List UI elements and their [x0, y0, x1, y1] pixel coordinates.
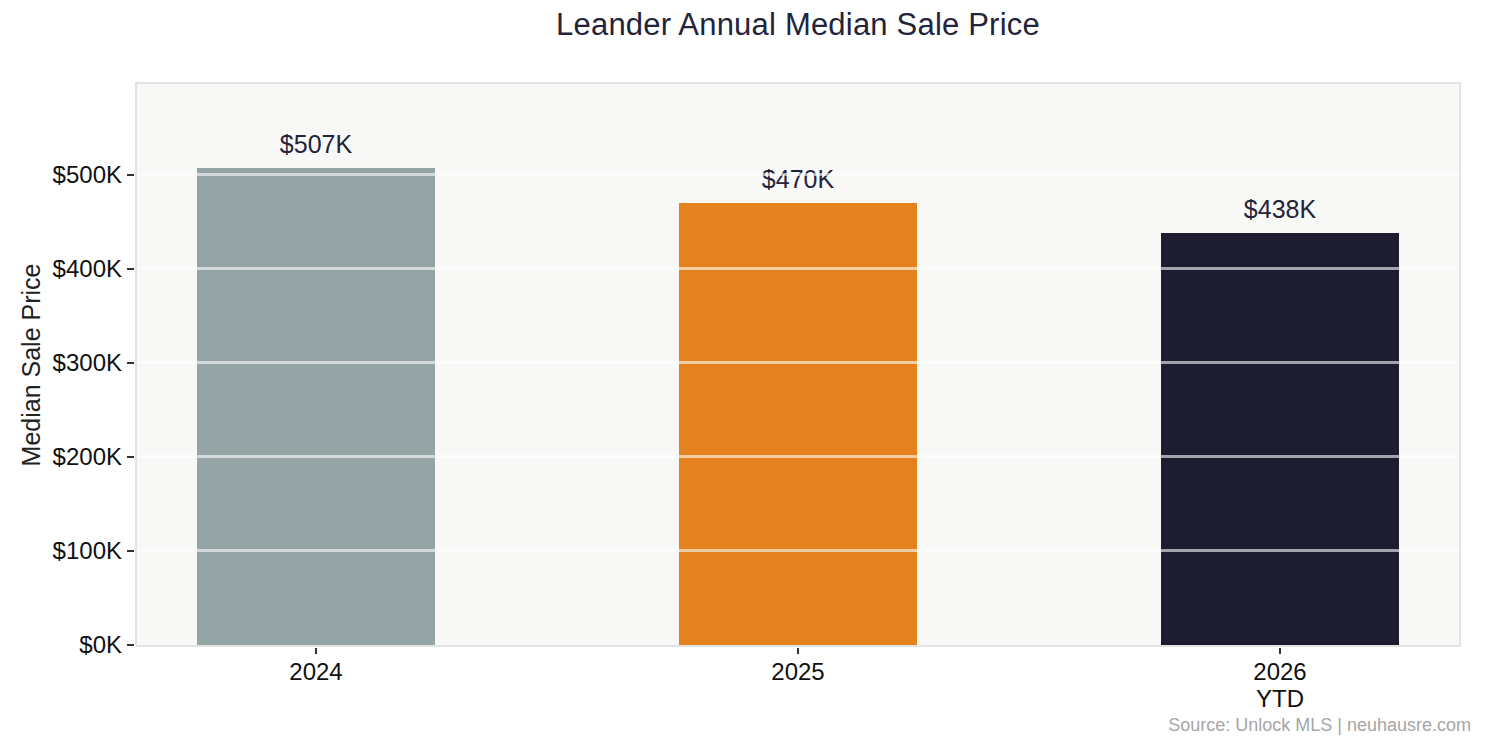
x-tick-label-2024: 2024 — [206, 658, 426, 685]
gridline — [137, 549, 1459, 552]
x-tick-mark — [315, 648, 317, 654]
y-tick-label: $400K — [0, 254, 122, 284]
y-tick-mark — [127, 362, 134, 364]
x-label-year: 2024 — [206, 658, 426, 685]
y-tick-label: $100K — [0, 536, 122, 566]
gridline — [137, 267, 1459, 270]
y-tick-mark — [127, 268, 134, 270]
bar-value-label: $507K — [280, 130, 352, 159]
chart-figure: Leander Annual Median Sale Price Median … — [0, 0, 1486, 748]
bar-value-label: $470K — [762, 165, 834, 194]
plot-inner: $507K $470K $438K — [137, 84, 1459, 645]
bar-group: $438K — [1161, 195, 1399, 645]
y-tick-mark — [127, 550, 134, 552]
y-tick-mark — [127, 456, 134, 458]
x-label-year: 2026 — [1170, 658, 1390, 685]
x-label-sub: YTD — [1170, 685, 1390, 712]
x-tick-label-2025: 2025 — [688, 658, 908, 685]
gridline — [137, 361, 1459, 364]
plot-area: $507K $470K $438K — [135, 82, 1461, 647]
y-tick-label: $500K — [0, 160, 122, 190]
gridline — [137, 455, 1459, 458]
bar-2026-ytd — [1161, 233, 1399, 645]
y-tick-label: $200K — [0, 442, 122, 472]
gridline — [137, 173, 1459, 176]
bar-group: $507K — [197, 130, 435, 645]
bar-group: $470K — [679, 165, 917, 645]
x-tick-mark — [1279, 648, 1281, 654]
source-credit: Source: Unlock MLS | neuhausre.com — [1168, 715, 1471, 736]
y-tick-mark — [127, 644, 134, 646]
bar-value-label: $438K — [1244, 195, 1316, 224]
x-tick-mark — [797, 648, 799, 654]
y-tick-label: $0K — [0, 630, 122, 660]
chart-title: Leander Annual Median Sale Price — [135, 7, 1461, 43]
y-tick-label: $300K — [0, 348, 122, 378]
bar-2024 — [197, 168, 435, 645]
x-label-year: 2025 — [688, 658, 908, 685]
x-tick-label-2026-ytd: 2026 YTD — [1170, 658, 1390, 712]
y-tick-mark — [127, 174, 134, 176]
